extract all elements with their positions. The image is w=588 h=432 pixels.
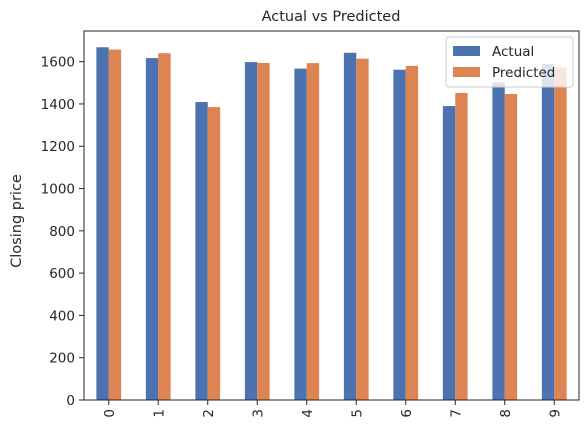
x-tick-label: 7 <box>448 409 464 418</box>
plot-frame <box>83 30 580 401</box>
y-axis-ticks: 0 200 400 600 800 1000 1200 1400 1600 <box>41 55 84 409</box>
legend-swatch-actual <box>453 46 480 56</box>
legend: Actual Predicted <box>445 36 574 88</box>
x-tick-label: 9 <box>547 409 563 418</box>
bar-predicted-1 <box>158 53 171 400</box>
bar-predicted-8 <box>504 94 518 401</box>
y-tick-label: 600 <box>49 266 75 282</box>
bar-predicted-6 <box>405 65 419 400</box>
y-tick-label: 1600 <box>41 55 75 71</box>
x-tick-label: 8 <box>498 409 514 418</box>
chart-title: Actual vs Predicted <box>262 9 401 25</box>
x-tick-label: 2 <box>201 409 217 418</box>
bar-actual-2 <box>195 102 208 401</box>
bar-predicted-2 <box>207 107 221 400</box>
bar-actual-9 <box>541 63 555 401</box>
x-tick-label: 1 <box>151 409 167 418</box>
x-tick-label: 3 <box>250 409 266 418</box>
bar-predicted-4 <box>306 63 320 400</box>
y-tick-label: 1400 <box>41 97 75 113</box>
y-tick-label: 0 <box>66 393 75 409</box>
x-tick-label: 5 <box>349 409 365 418</box>
bar-predicted-3 <box>257 62 270 401</box>
y-tick-label: 800 <box>49 224 75 240</box>
x-axis-ticks: 0 1 2 3 4 5 6 7 8 9 <box>102 400 563 418</box>
y-axis-label: Closing price <box>9 174 25 268</box>
y-tick-label: 400 <box>49 308 75 324</box>
x-tick-label: 6 <box>399 409 415 418</box>
y-tick-label: 200 <box>49 351 75 367</box>
bar-actual-1 <box>145 58 159 400</box>
bar-predicted-0 <box>108 49 122 401</box>
bar-predicted-7 <box>455 92 468 401</box>
bar-actual-0 <box>96 47 109 400</box>
legend-label-predicted: Predicted <box>492 65 555 81</box>
bar-actual-4 <box>294 68 307 400</box>
legend-label-actual: Actual <box>492 44 534 60</box>
x-tick-label: 0 <box>102 409 118 418</box>
bar-actual-6 <box>393 69 406 400</box>
bar-actual-8 <box>492 82 505 400</box>
bar-actual-3 <box>244 62 258 400</box>
bar-predicted-9 <box>554 67 567 400</box>
y-tick-label: 1000 <box>41 182 75 198</box>
bars-group <box>96 47 567 401</box>
x-tick-label: 4 <box>300 409 316 418</box>
bar-actual-7 <box>442 106 456 400</box>
bar-predicted-5 <box>356 58 369 400</box>
bar-actual-5 <box>343 52 357 400</box>
legend-swatch-predicted <box>453 67 480 77</box>
y-tick-label: 1200 <box>41 139 75 155</box>
